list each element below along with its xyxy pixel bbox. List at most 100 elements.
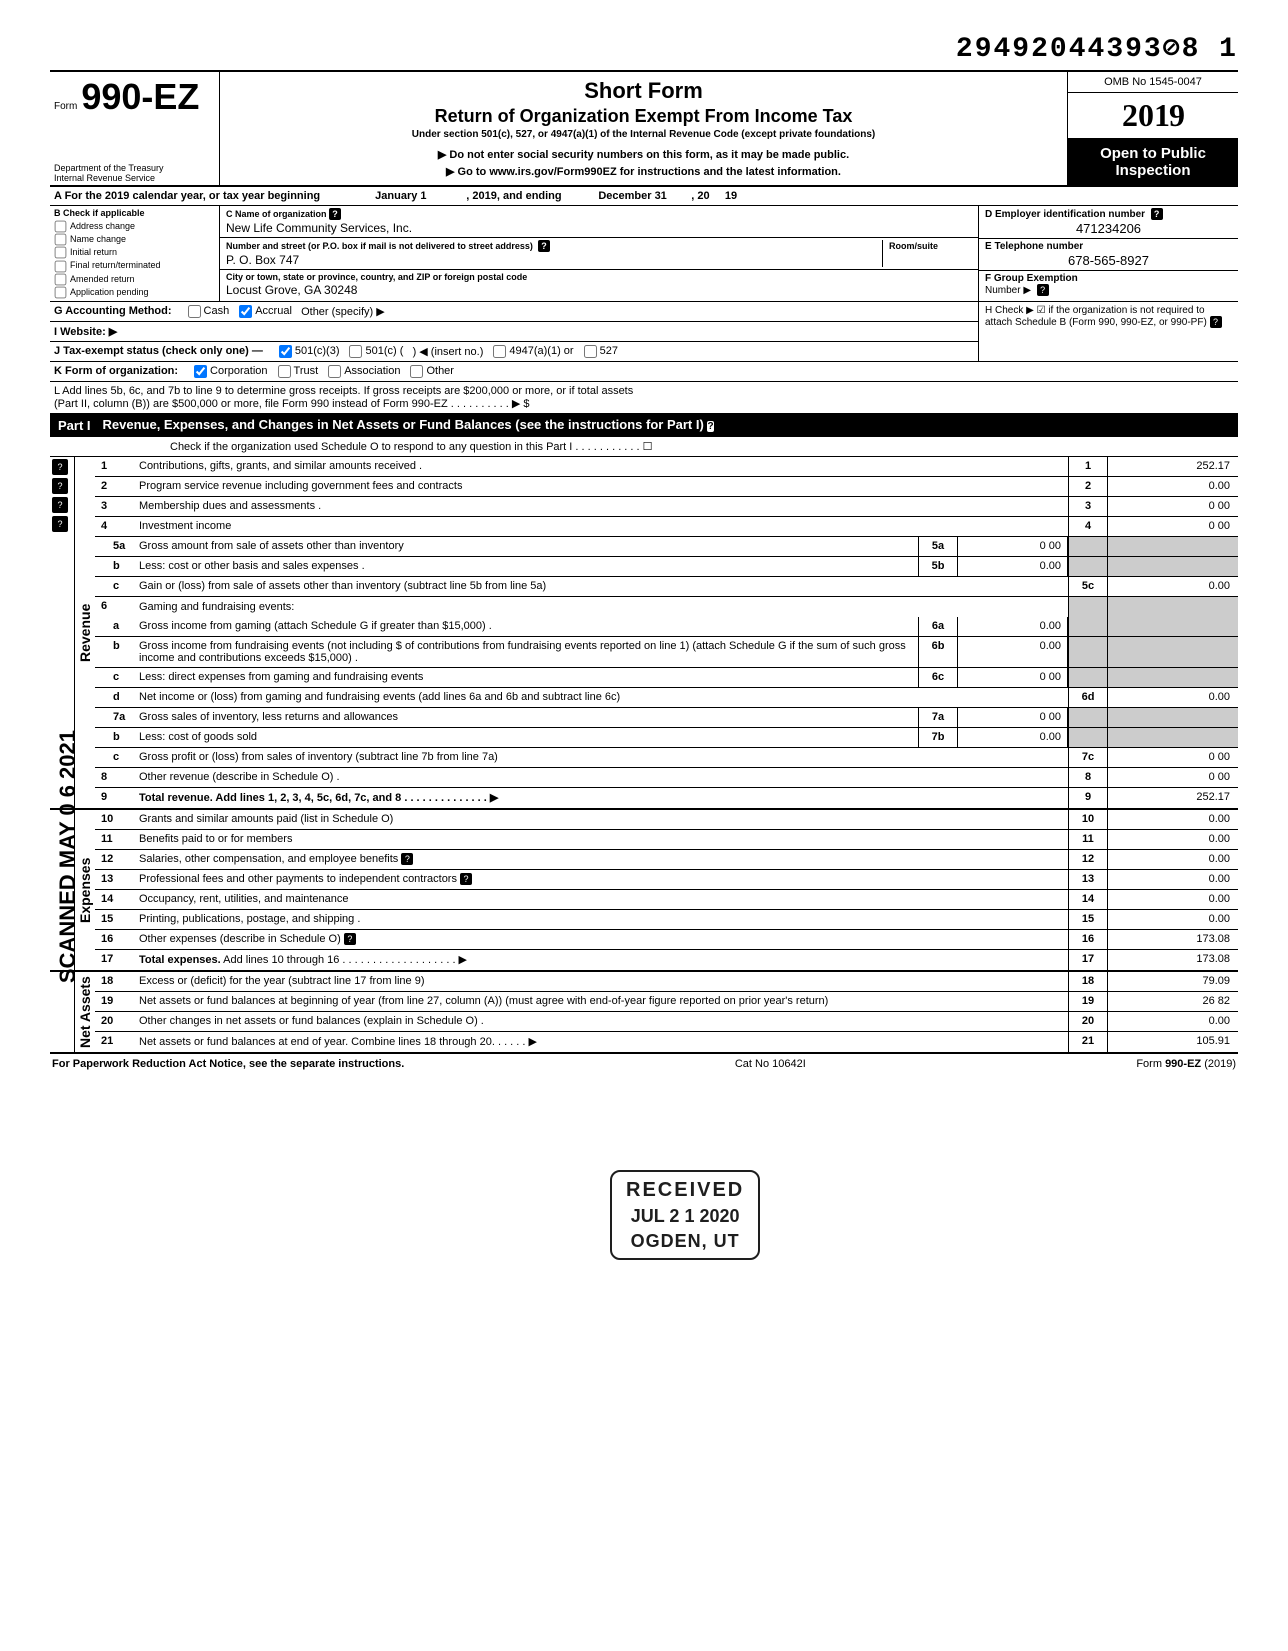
netassets-side-label: Net Assets xyxy=(74,972,95,1052)
ln-15-amt: 0.00 xyxy=(1108,910,1238,929)
help-icon[interactable]: ? xyxy=(707,421,713,432)
j-o1: 501(c)(3) xyxy=(295,345,340,357)
chk-corp[interactable] xyxy=(194,365,207,378)
row-g: G Accounting Method: Cash Accrual Other … xyxy=(50,302,978,322)
chk-501c3[interactable] xyxy=(279,345,292,358)
chk-accrual[interactable] xyxy=(239,305,252,318)
tax-year-row: A For the 2019 calendar year, or tax yea… xyxy=(50,187,1238,206)
open-line1: Open to Public xyxy=(1074,145,1232,162)
ln-6a-en xyxy=(1068,617,1108,636)
ln-7a-midamt: 0 00 xyxy=(958,708,1068,727)
ln-13-en: 13 xyxy=(1068,870,1108,889)
k-trust: Trust xyxy=(294,365,319,377)
ln-1-desc: Contributions, gifts, grants, and simila… xyxy=(135,457,1068,476)
row-ghi-wrap: G Accounting Method: Cash Accrual Other … xyxy=(50,302,1238,362)
ln-20-en: 20 xyxy=(1068,1012,1108,1031)
ln-16-en: 16 xyxy=(1068,930,1108,949)
chk-4947[interactable] xyxy=(493,345,506,358)
help-icon[interactable]: ? xyxy=(401,853,413,865)
chk-cash[interactable] xyxy=(188,305,201,318)
section-b: B Check if applicable Address change Nam… xyxy=(50,206,220,301)
l-text1: L Add lines 5b, 6c, and 7b to line 9 to … xyxy=(54,385,1234,397)
form-number: 990-EZ xyxy=(81,76,199,118)
revenue-lines: 1Contributions, gifts, grants, and simil… xyxy=(95,457,1238,808)
chk-name-change[interactable]: Name change xyxy=(54,233,215,246)
k-label: K Form of organization: xyxy=(54,365,178,377)
help-icon[interactable]: ? xyxy=(52,478,68,494)
ln-9-desc: Total revenue. Add lines 1, 2, 3, 4, 5c,… xyxy=(135,788,1068,808)
ln-14-en: 14 xyxy=(1068,890,1108,909)
chk-amended[interactable]: Amended return xyxy=(54,273,215,286)
footer-mid: Cat No 10642I xyxy=(735,1058,806,1070)
chk-trust[interactable] xyxy=(278,365,291,378)
form-header: Form 990-EZ Department of the TreasuryIn… xyxy=(50,70,1238,187)
open-to-public: Open to Public Inspection xyxy=(1068,139,1238,185)
ln-8-amt: 0 00 xyxy=(1108,768,1238,787)
chk-other-org[interactable] xyxy=(410,365,423,378)
org-city: Locust Grove, GA 30248 xyxy=(226,283,972,297)
row-l: L Add lines 5b, 6c, and 7b to line 9 to … xyxy=(50,382,1238,414)
ln-12-amt: 0.00 xyxy=(1108,850,1238,869)
chk-address-change[interactable]: Address change xyxy=(54,220,215,233)
chk-pending[interactable]: Application pending xyxy=(54,286,215,299)
help-icon[interactable]: ? xyxy=(329,208,341,220)
chk-final-return[interactable]: Final return/terminated xyxy=(54,259,215,272)
ln-7b: b xyxy=(95,728,135,747)
ln-11-en: 11 xyxy=(1068,830,1108,849)
received-l2: JUL 2 1 2020 xyxy=(626,1204,744,1229)
ln-6b-mid: 6b xyxy=(918,637,958,667)
chk-501c[interactable] xyxy=(349,345,362,358)
ln-6d-en: 6d xyxy=(1068,688,1108,707)
j-label: J Tax-exempt status (check only one) — xyxy=(54,345,263,357)
received-stamp: RECEIVED JUL 2 1 2020 OGDEN, UT xyxy=(610,1170,760,1260)
ln-7c-amt: 0 00 xyxy=(1108,748,1238,767)
right-col-def: D Employer identification number ? 47123… xyxy=(978,206,1238,301)
help-icon[interactable]: ? xyxy=(52,497,68,513)
ln-2-en: 2 xyxy=(1068,477,1108,496)
ln-6a-midamt: 0.00 xyxy=(958,617,1068,636)
chk-527[interactable] xyxy=(584,345,597,358)
ln-3-desc: Membership dues and assessments . xyxy=(135,497,1068,516)
ln-5c-en: 5c xyxy=(1068,577,1108,596)
ln-15-desc: Printing, publications, postage, and shi… xyxy=(135,910,1068,929)
ln-6-en xyxy=(1068,597,1108,617)
ln-16: 16 xyxy=(95,930,135,949)
ln-4-desc: Investment income xyxy=(135,517,1068,536)
ln-6c-mid: 6c xyxy=(918,668,958,687)
ln-21-amt: 105.91 xyxy=(1108,1032,1238,1052)
help-icon[interactable]: ? xyxy=(1210,316,1222,328)
ln-21-desc: Net assets or fund balances at end of ye… xyxy=(135,1032,1068,1052)
open-line2: Inspection xyxy=(1074,162,1232,179)
ln-5c-amt: 0.00 xyxy=(1108,577,1238,596)
ln-5a-mid: 5a xyxy=(918,537,958,556)
ln-7a-en xyxy=(1068,708,1108,727)
ln-6a-mid: 6a xyxy=(918,617,958,636)
h-text: H Check ▶ ☑ if the organization is not r… xyxy=(985,305,1207,328)
ln-3-en: 3 xyxy=(1068,497,1108,516)
chk-initial-return[interactable]: Initial return xyxy=(54,246,215,259)
help-icon[interactable]: ? xyxy=(538,240,550,252)
row-i: I Website: ▶ xyxy=(50,322,978,342)
ln-3-amt: 0 00 xyxy=(1108,497,1238,516)
ln-6-amt xyxy=(1108,597,1238,617)
ln-5b-desc: Less: cost or other basis and sales expe… xyxy=(135,557,918,576)
help-icon[interactable]: ? xyxy=(1151,208,1163,220)
form-990ez-page: 29492044393⊘8 1 Form 990-EZ Department o… xyxy=(50,30,1238,1074)
help-icon[interactable]: ? xyxy=(460,873,472,885)
ln-17: 17 xyxy=(95,950,135,970)
ln-4: 4 xyxy=(95,517,135,536)
ln-19-desc: Net assets or fund balances at beginning… xyxy=(135,992,1068,1011)
ln-9: 9 xyxy=(95,788,135,808)
header-right: OMB No 1545-0047 2019 Open to Public Ins… xyxy=(1068,72,1238,185)
help-icon[interactable]: ? xyxy=(1037,284,1049,296)
chk-assoc[interactable] xyxy=(328,365,341,378)
part-i-check-line: Check if the organization used Schedule … xyxy=(50,437,1238,457)
ln-7c-desc: Gross profit or (loss) from sales of inv… xyxy=(135,748,1068,767)
help-icon[interactable]: ? xyxy=(52,516,68,532)
help-icon[interactable]: ? xyxy=(344,933,356,945)
ty-end3: 19 xyxy=(725,190,737,202)
ln-7a-amt xyxy=(1108,708,1238,727)
ln-6b-amt xyxy=(1108,637,1238,667)
help-icon[interactable]: ? xyxy=(52,459,68,475)
ln-3: 3 xyxy=(95,497,135,516)
